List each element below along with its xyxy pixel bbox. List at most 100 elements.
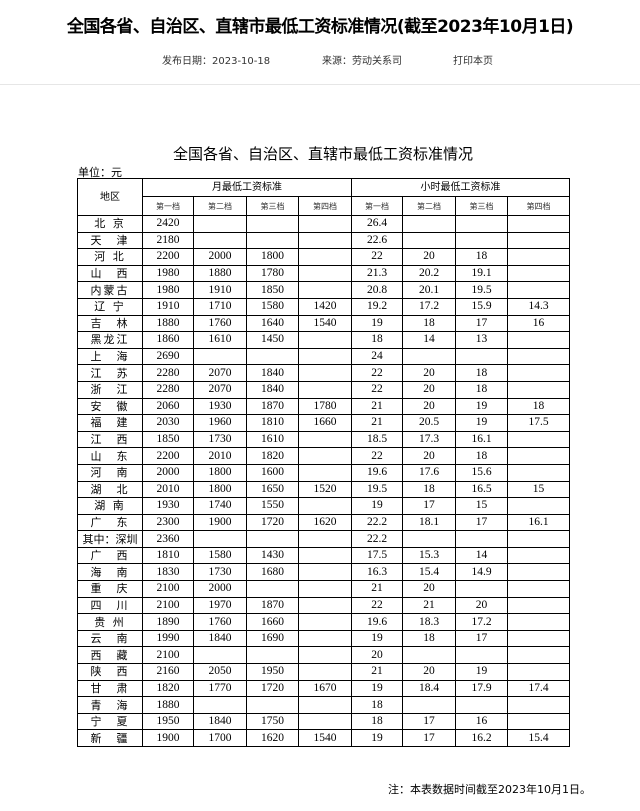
monthly-wage-cell	[298, 530, 352, 548]
table-row: 海 南 1830 1730 1680 16.3 15.4 14.9	[77, 563, 570, 582]
table-row: 甘 肃 1820 1770 1720 1670 19 18.4 17.9 17.4	[77, 679, 570, 698]
hourly-wage-cell: 14	[455, 546, 508, 565]
print-page-link[interactable]: 打印本页	[453, 56, 493, 67]
hourly-wage-cell: 19	[455, 397, 508, 416]
hourly-wage-cell	[455, 530, 508, 548]
monthly-wage-cell: 1740	[193, 497, 247, 515]
monthly-wage-cell: 1610	[193, 331, 247, 349]
monthly-wage-cell: 1950	[142, 712, 194, 731]
monthly-wage-cell: 2160	[142, 663, 194, 681]
divider	[0, 84, 640, 85]
hourly-wage-cell: 20	[402, 397, 456, 416]
monthly-wage-cell	[298, 264, 352, 283]
monthly-wage-cell: 1880	[142, 314, 194, 333]
hourly-wage-cell: 18	[455, 248, 508, 266]
hourly-wage-cell: 18	[351, 696, 403, 714]
region-cell: 广 东	[77, 513, 143, 532]
monthly-wage-cell: 2360	[142, 530, 194, 548]
hourly-header: 小时最低工资标准	[351, 178, 570, 197]
monthly-wage-cell: 1580	[246, 297, 299, 316]
table-row: 湖 北 2010 1800 1650 1520 19.5 18 16.5 15	[77, 480, 570, 499]
monthly-wage-cell: 2300	[142, 513, 194, 532]
hourly-wage-cell	[507, 696, 570, 714]
monthly-wage-cell: 1840	[193, 629, 247, 648]
hourly-wage-cell	[402, 215, 456, 233]
hourly-wage-cell	[402, 530, 456, 548]
hourly-wage-cell: 15.6	[455, 463, 508, 482]
monthly-wage-cell: 1450	[246, 331, 299, 349]
region-cell: 北 京	[77, 215, 143, 233]
hourly-wage-cell: 17	[402, 712, 456, 731]
monthly-wage-cell: 1430	[246, 546, 299, 565]
hourly-wage-cell	[507, 580, 570, 598]
table-row: 四 川 2100 1970 1870 22 21 20	[77, 596, 570, 615]
monthly-wage-cell: 1710	[193, 297, 247, 316]
monthly-wage-cell	[298, 380, 352, 399]
hourly-wage-cell: 18	[351, 712, 403, 731]
monthly-wage-cell: 1720	[246, 513, 299, 532]
tier-header: 第三档	[455, 196, 508, 216]
hourly-wage-cell: 18.3	[402, 613, 456, 631]
hourly-wage-cell: 20	[351, 646, 403, 665]
region-cell: 宁 夏	[77, 712, 143, 731]
monthly-wage-cell	[193, 696, 247, 714]
document-title: 全国各省、自治区、直辖市最低工资标准情况	[172, 145, 473, 163]
monthly-wage-cell: 1820	[142, 679, 194, 698]
hourly-wage-cell: 17.5	[507, 414, 570, 432]
region-cell: 安 徽	[77, 397, 143, 416]
region-cell: 河 南	[77, 463, 143, 482]
monthly-wage-cell	[298, 613, 352, 631]
monthly-wage-cell: 1760	[193, 613, 247, 631]
table-row: 江 苏 2280 2070 1840 22 20 18	[77, 364, 570, 382]
monthly-wage-cell: 2070	[193, 364, 247, 382]
region-cell: 其中：深圳	[77, 530, 143, 548]
monthly-wage-cell: 2000	[142, 463, 194, 482]
hourly-wage-cell	[507, 546, 570, 565]
tier-header: 第一档	[142, 196, 194, 216]
monthly-wage-cell	[298, 347, 352, 366]
monthly-wage-cell: 1950	[246, 663, 299, 681]
table-row: 湖 南 1930 1740 1550 19 17 15	[77, 497, 570, 515]
monthly-wage-cell	[246, 696, 299, 714]
hourly-wage-cell: 17	[455, 513, 508, 532]
hourly-wage-cell: 20.8	[351, 281, 403, 299]
hourly-wage-cell	[507, 364, 570, 382]
monthly-wage-cell: 2070	[193, 380, 247, 399]
minimum-wage-table: 地区 月最低工资标准 小时最低工资标准 第一档 第二档 第三档 第四档 第一档 …	[77, 178, 570, 747]
page-title: 全国各省、自治区、直辖市最低工资标准情况(截至2023年10月1日)	[66, 17, 574, 37]
monthly-wage-cell: 1880	[193, 264, 247, 283]
hourly-wage-cell: 19	[351, 314, 403, 333]
monthly-wage-cell	[298, 663, 352, 681]
monthly-wage-cell	[246, 231, 299, 250]
hourly-wage-cell	[455, 580, 508, 598]
monthly-wage-cell	[298, 596, 352, 615]
hourly-wage-cell	[455, 347, 508, 366]
region-cell: 上 海	[77, 347, 143, 366]
monthly-wage-cell	[193, 231, 247, 250]
region-cell: 浙 江	[77, 380, 143, 399]
monthly-wage-cell	[298, 629, 352, 648]
monthly-wage-cell: 1960	[193, 414, 247, 432]
monthly-wage-cell: 1870	[246, 397, 299, 416]
region-cell: 湖 北	[77, 480, 143, 499]
hourly-wage-cell	[507, 281, 570, 299]
hourly-wage-cell: 13	[455, 331, 508, 349]
monthly-wage-cell: 1610	[246, 430, 299, 449]
source: 来源：劳动关系司	[322, 56, 402, 67]
monthly-wage-cell: 1770	[193, 679, 247, 698]
monthly-wage-cell: 1910	[142, 297, 194, 316]
hourly-wage-cell: 19.1	[455, 264, 508, 283]
region-cell: 湖 南	[77, 497, 143, 515]
hourly-wage-cell	[402, 347, 456, 366]
hourly-wage-cell: 17.9	[455, 679, 508, 698]
monthly-wage-cell: 1650	[246, 480, 299, 499]
table-row: 江 西 1850 1730 1610 18.5 17.3 16.1	[77, 430, 570, 449]
monthly-wage-cell	[246, 530, 299, 548]
region-cell: 陕 西	[77, 663, 143, 681]
hourly-wage-cell	[507, 613, 570, 631]
hourly-wage-cell: 19	[351, 679, 403, 698]
hourly-wage-cell: 18	[455, 447, 508, 465]
table-row: 云 南 1990 1840 1690 19 18 17	[77, 629, 570, 648]
monthly-wage-cell: 1840	[246, 380, 299, 399]
table-row: 辽 宁 1910 1710 1580 1420 19.2 17.2 15.9 14.3	[77, 297, 570, 316]
